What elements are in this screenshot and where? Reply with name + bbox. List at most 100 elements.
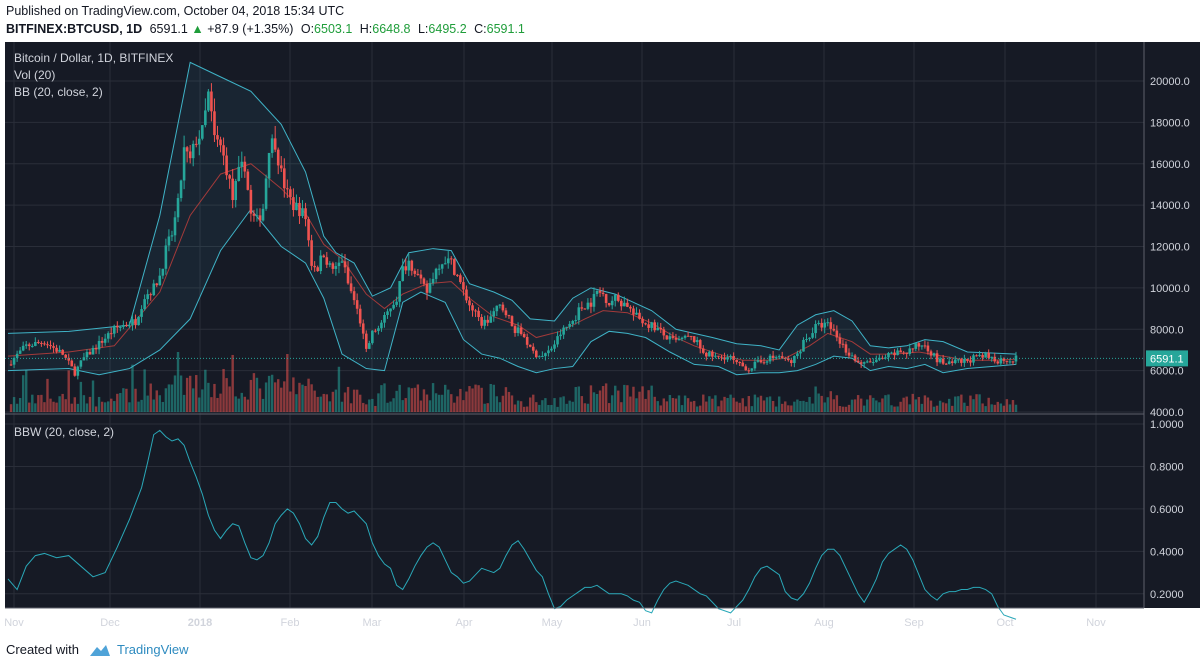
volume-bar bbox=[941, 402, 945, 412]
candle-body bbox=[325, 257, 329, 265]
volume-bar bbox=[113, 401, 116, 412]
candle-body bbox=[489, 316, 493, 323]
volume-bar bbox=[43, 402, 46, 412]
candle-body bbox=[222, 145, 225, 156]
candle-body bbox=[613, 294, 617, 301]
time-tick-label: Dec bbox=[100, 617, 120, 629]
volume-bar bbox=[516, 400, 520, 412]
price-chart[interactable]: 20000.0 18000.0 16000.0 14000.0 12000.0 10000… bbox=[0, 40, 1200, 632]
volume-bar bbox=[377, 393, 380, 412]
volume-bar bbox=[176, 352, 180, 412]
published-info: Published on TradingView.com, October 04… bbox=[6, 4, 345, 18]
volume-bar bbox=[149, 383, 152, 412]
candle-body bbox=[662, 329, 666, 336]
candle-body bbox=[334, 266, 338, 269]
candle-body bbox=[528, 344, 532, 347]
candle-body bbox=[258, 215, 262, 221]
candle-body bbox=[674, 337, 678, 340]
volume-bar bbox=[547, 405, 550, 412]
candle-body bbox=[926, 345, 930, 352]
volume-bar bbox=[31, 394, 34, 412]
volume-bar bbox=[650, 385, 653, 412]
candle-body bbox=[319, 255, 323, 272]
candle-body bbox=[972, 355, 975, 363]
change-arrow-icon: ▲ bbox=[191, 22, 204, 36]
candle-body bbox=[465, 289, 468, 301]
candle-body bbox=[519, 327, 523, 335]
volume-bar bbox=[258, 388, 262, 412]
volume-bar bbox=[243, 396, 247, 412]
volume-bar bbox=[808, 396, 811, 412]
price-tick-label: 14000.0 bbox=[1150, 200, 1190, 212]
candle-body bbox=[534, 350, 538, 358]
candle-body bbox=[88, 352, 92, 355]
volume-bar bbox=[389, 401, 392, 412]
volume-bar bbox=[283, 381, 286, 412]
footer: Created with TradingView bbox=[6, 642, 189, 657]
volume-bar bbox=[938, 400, 942, 412]
candle-body bbox=[158, 275, 162, 286]
candle-body bbox=[194, 143, 198, 145]
volume-bar bbox=[944, 403, 948, 412]
candle-body bbox=[380, 322, 383, 329]
candle-body bbox=[653, 322, 656, 331]
volume-bar bbox=[46, 378, 49, 412]
candle-body bbox=[595, 290, 599, 295]
volume-bar bbox=[890, 405, 893, 412]
close-label: C: bbox=[474, 22, 487, 36]
candle-body bbox=[650, 322, 653, 328]
candle-body bbox=[932, 353, 936, 356]
volume-bar bbox=[462, 400, 465, 412]
candle-body bbox=[389, 308, 392, 312]
volume-bar bbox=[216, 397, 219, 412]
volume-bar bbox=[708, 396, 711, 412]
candle-body bbox=[896, 350, 899, 356]
volume-bar bbox=[711, 398, 714, 412]
volume-bar bbox=[277, 379, 280, 412]
candle-body bbox=[483, 319, 486, 326]
candle-body bbox=[167, 236, 171, 246]
candle-body bbox=[947, 361, 951, 365]
volume-bar bbox=[899, 401, 902, 412]
axes: 20000.0 18000.0 16000.0 14000.0 12000.0 10000… bbox=[4, 42, 1190, 629]
volume-bar bbox=[771, 400, 775, 412]
volume-bar bbox=[204, 369, 207, 412]
candle-body bbox=[343, 261, 347, 268]
volume-bar bbox=[270, 374, 274, 412]
volume-bar bbox=[119, 392, 122, 412]
candle-body bbox=[568, 323, 571, 327]
last-price-label: 6591.1 bbox=[1150, 353, 1184, 365]
volume-bar bbox=[301, 384, 304, 412]
volume-bar bbox=[146, 395, 149, 412]
candle-body bbox=[61, 349, 64, 355]
candle-body bbox=[289, 189, 292, 198]
candle-body bbox=[957, 359, 960, 361]
volume-bar bbox=[762, 400, 766, 412]
volume-bar bbox=[116, 393, 119, 412]
candle-body bbox=[999, 358, 1003, 364]
volume-bar bbox=[319, 396, 322, 412]
candle-body bbox=[826, 322, 830, 324]
time-tick-label: Apr bbox=[455, 617, 472, 629]
volume-bar bbox=[571, 401, 574, 412]
bbw-tick-label: 0.2000 bbox=[1150, 589, 1184, 601]
candle-body bbox=[310, 240, 313, 266]
brand-name[interactable]: TradingView bbox=[116, 642, 189, 657]
volume-bar bbox=[553, 398, 556, 412]
candle-body bbox=[981, 354, 984, 358]
candle-body bbox=[398, 281, 401, 302]
candle-body bbox=[307, 219, 310, 241]
volume-bar bbox=[64, 399, 67, 412]
candle-body bbox=[377, 328, 380, 331]
candle-body bbox=[295, 202, 298, 211]
volume-bar bbox=[492, 384, 495, 412]
candle-body bbox=[137, 316, 140, 326]
volume-bar bbox=[702, 394, 705, 412]
price-tick-label: 10000.0 bbox=[1150, 283, 1190, 295]
volume-bar bbox=[768, 396, 772, 412]
candle-body bbox=[292, 197, 295, 211]
volume-bar bbox=[987, 397, 990, 412]
candle-body bbox=[191, 143, 195, 159]
candle-body bbox=[969, 360, 972, 363]
volume-bar bbox=[535, 402, 538, 412]
